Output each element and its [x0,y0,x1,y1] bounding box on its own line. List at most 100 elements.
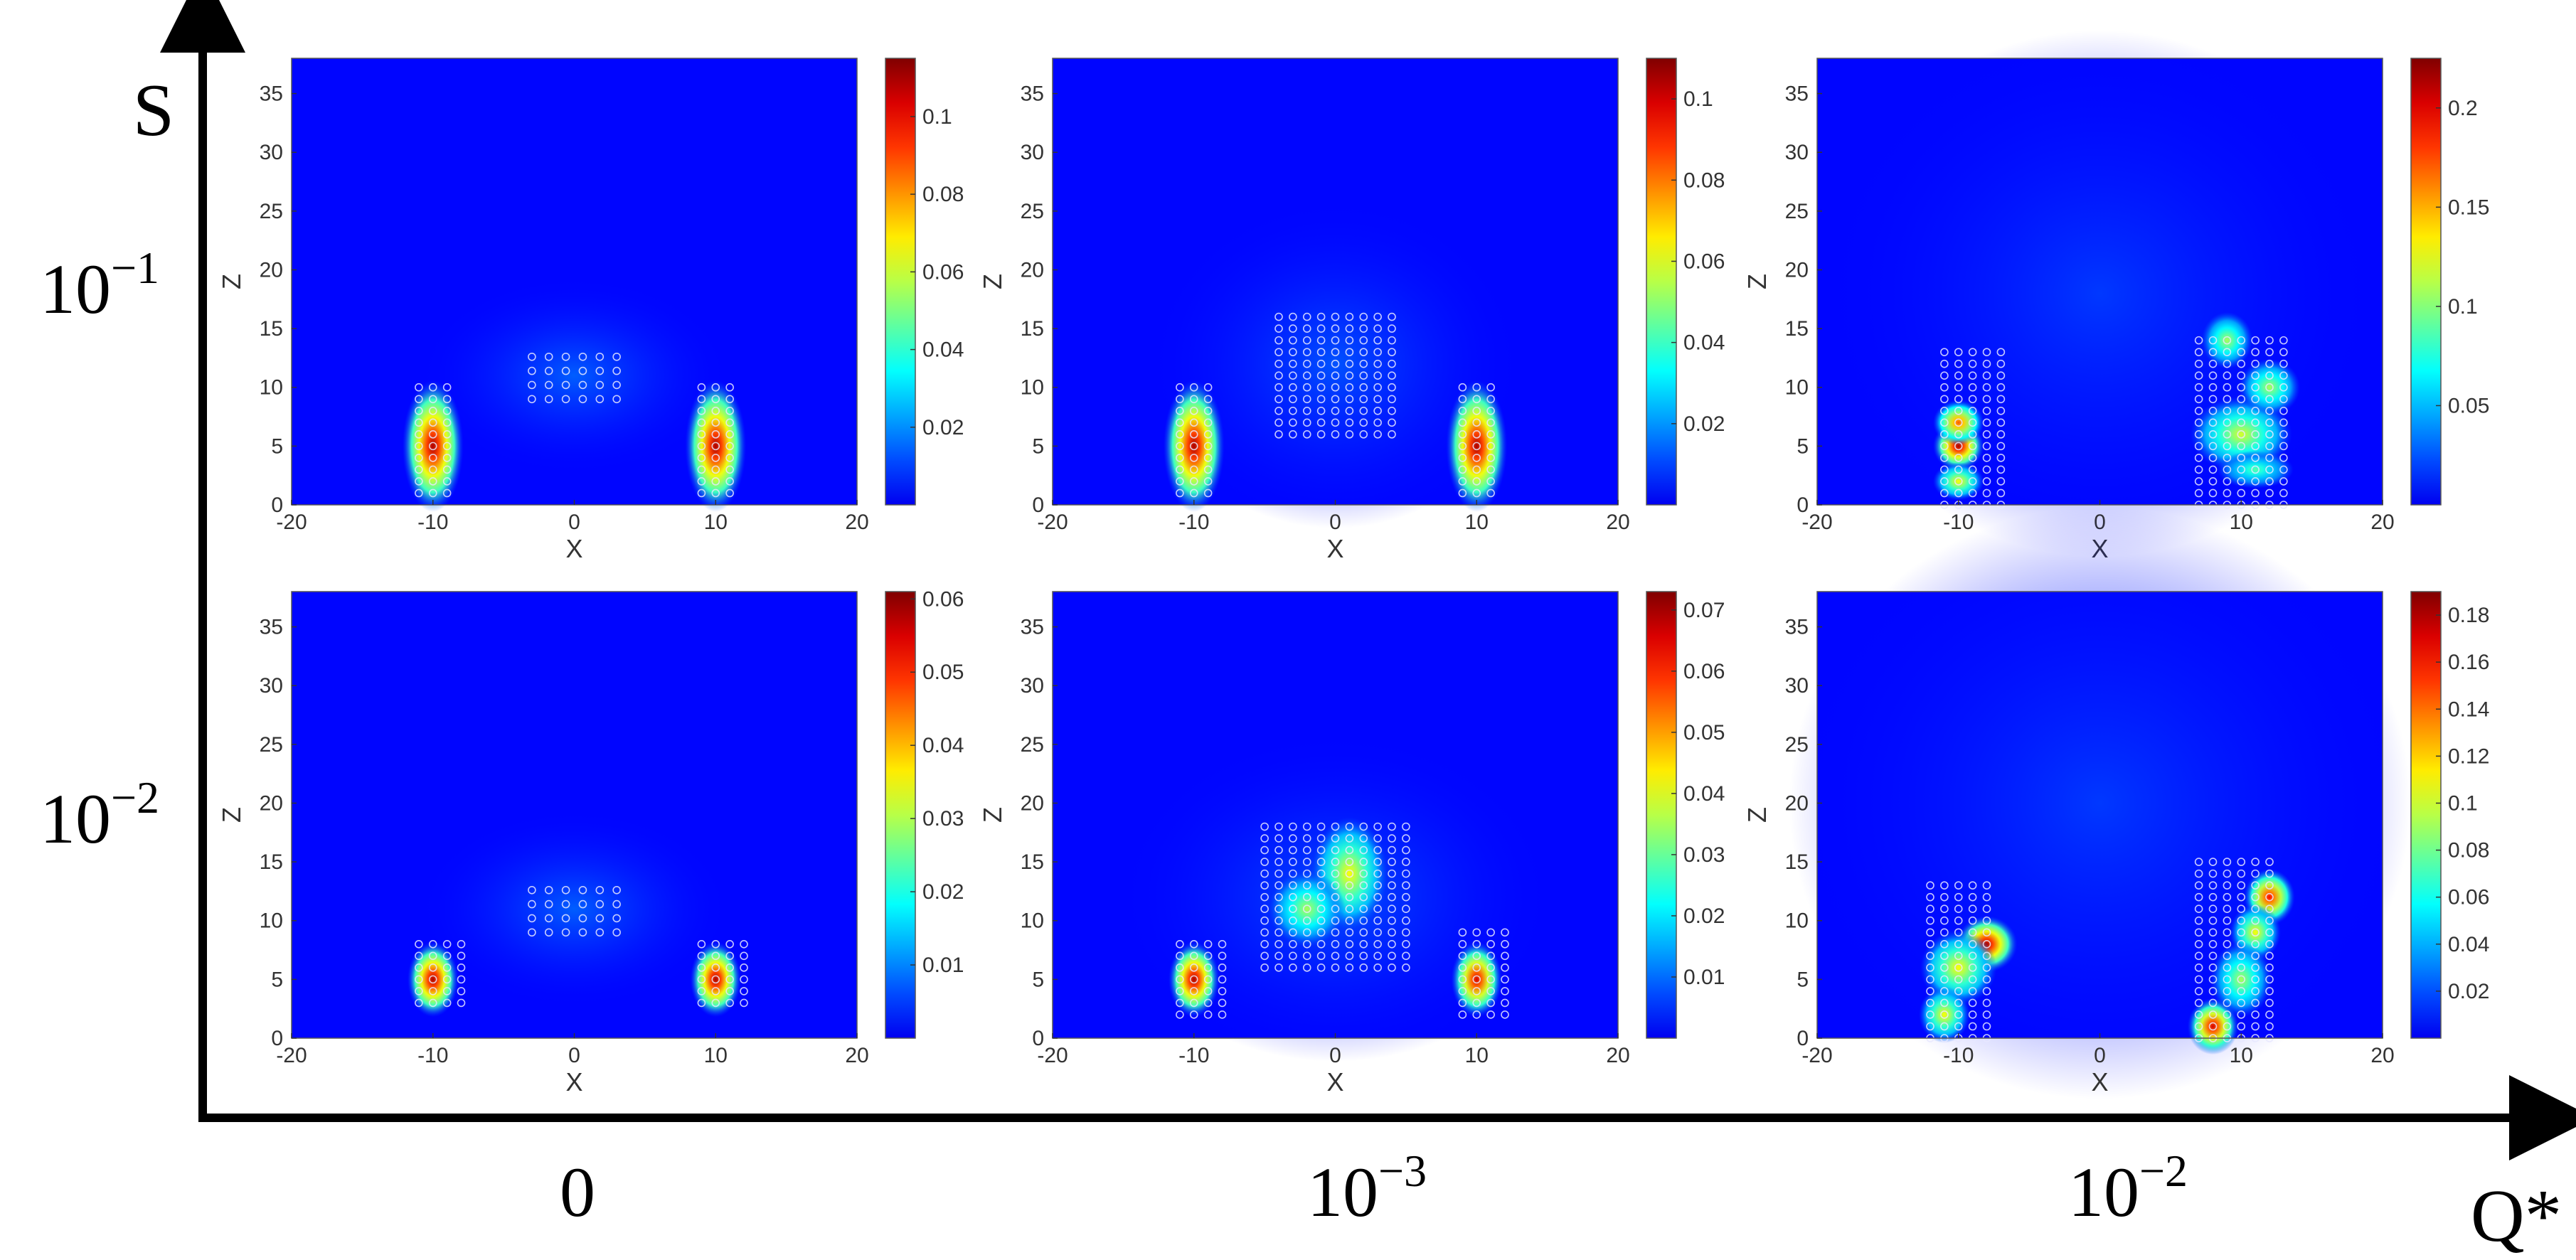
x-tick-label: 20 [2370,1044,2394,1067]
x-tick-label: -10 [417,511,448,534]
particle-marker [1218,1010,1227,1019]
x-tick-label: 0 [1329,511,1341,534]
particle-marker [1274,963,1283,972]
particle-marker [612,366,621,375]
particle-marker [711,465,720,474]
particle-marker [1940,1010,1949,1019]
particle-marker [740,975,748,984]
particle-marker [1982,904,1991,914]
particle-marker [544,380,553,390]
particle-marker [1359,834,1368,843]
particle-marker [415,477,423,486]
particle-marker [1189,939,1198,949]
particle-marker [2223,442,2232,451]
particle-marker [1316,939,1326,949]
particle-marker [415,430,423,439]
particle-marker [2223,951,2232,961]
particle-marker [1176,1010,1184,1019]
particle-marker [561,380,570,390]
particle-marker [1388,383,1396,392]
particle-marker [725,488,734,498]
particle-marker [1996,465,2006,474]
particle-marker [1458,951,1467,961]
particle-marker [2251,418,2260,427]
particle-marker [2251,987,2260,995]
particle-marker [1940,454,1949,462]
particle-marker [725,998,734,1008]
row-label-s2: 10−2 [40,772,159,858]
particle-marker [1458,987,1467,995]
particle-marker [740,951,748,961]
particle-marker [1189,395,1198,404]
concentration-peak [2217,450,2294,488]
particle-marker [1289,336,1297,345]
particle-marker [595,885,605,895]
particle-marker [1486,939,1495,949]
panel-4: -20 -10 0 10 20 0 5 10 15 20 25 30 35 X Z 0.01 0.02 0.03 0… [217,587,964,1096]
particle-marker [1954,383,1963,392]
particle-marker [428,406,437,415]
y-tick-label: 30 [1021,141,1044,164]
particle-marker [2279,454,2288,462]
particle-marker [1388,418,1396,427]
particle-marker [1274,395,1283,404]
particle-marker [1289,406,1297,415]
particle-marker [2223,395,2232,404]
particle-marker [1926,916,1934,925]
particle-marker [1940,359,1949,368]
particle-marker [1331,383,1340,392]
density-glow [1789,507,2411,1099]
particle-marker [1260,845,1269,855]
particle-marker [2223,963,2232,972]
particle-marker [711,998,720,1008]
particle-marker [1926,904,1934,914]
particle-marker [428,987,437,995]
particle-marker [2223,371,2232,380]
particle-marker [1458,442,1467,451]
particle-marker [1359,348,1368,356]
particle-marker [1926,928,1934,937]
particle-marker [1373,951,1382,961]
particle-marker [1176,418,1184,427]
concentration-peak [2239,359,2300,416]
particle-marker [1373,858,1382,866]
particle-marker [1302,916,1311,925]
particle-marker [528,899,536,909]
x-tick-label: 0 [568,511,580,534]
particle-marker [428,975,437,984]
particle-marker [1373,406,1382,415]
particle-marker [1359,371,1368,380]
particle-marker [2208,442,2218,451]
particle-marker [697,465,706,474]
particle-marker [1274,430,1283,439]
particle-marker [2251,406,2260,415]
particle-marker [1274,383,1283,392]
particle-marker [1331,928,1340,937]
particle-marker [2208,465,2218,474]
particle-marker [2265,998,2274,1008]
particle-marker [1274,916,1283,925]
y-tick-label: 20 [1021,791,1044,815]
particle-marker [1189,465,1198,474]
particle-marker [1316,892,1326,902]
particle-marker [1458,963,1467,972]
particle-marker [697,477,706,486]
particle-marker [1373,359,1382,368]
particle-marker [1501,951,1509,961]
particle-marker [1359,430,1368,439]
particle-marker [1996,488,2006,498]
particle-marker [1316,371,1326,380]
particle-marker [1302,312,1311,321]
y-tick-label: 25 [1021,200,1044,223]
particle-marker [697,395,706,404]
particle-marker [428,383,437,392]
particle-marker [711,939,720,949]
particle-marker [1940,987,1949,995]
particle-marker [2208,1022,2218,1031]
particle-marker [2237,975,2246,984]
particle-marker [1176,406,1184,415]
x-tick-label: -20 [1037,1044,1068,1067]
y-tick-label: 0 [1797,493,1809,517]
particle-marker [2251,881,2260,890]
particle-marker [2194,454,2203,462]
